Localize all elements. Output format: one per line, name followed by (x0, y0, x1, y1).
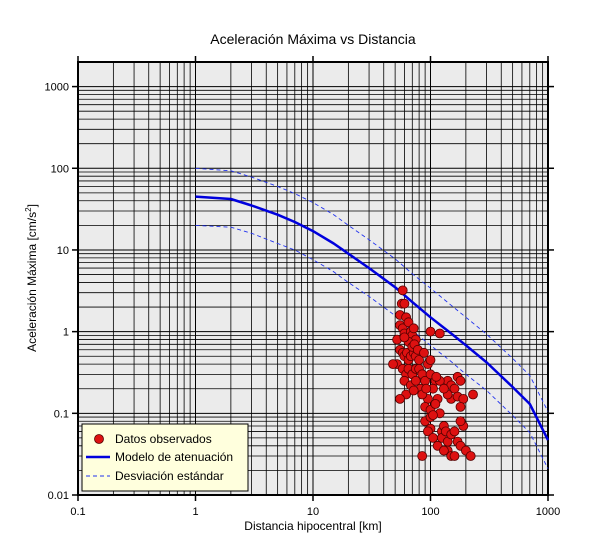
data-point (428, 410, 438, 421)
grid (78, 62, 548, 495)
y-tick-label: 10 (57, 245, 69, 257)
x-tick-label: 100 (421, 506, 439, 518)
data-point (468, 389, 478, 400)
attenuation-model-line (195, 195, 550, 441)
data-point (449, 451, 460, 461)
data-point (438, 383, 449, 394)
y-tick-label: 0.1 (54, 408, 69, 420)
chart-title: Aceleración Máxima vs Distancia (210, 31, 416, 47)
data-point (449, 426, 460, 437)
data-point (399, 298, 410, 309)
y-tick-label: 1000 (45, 82, 69, 94)
deviation-lower-line (195, 224, 549, 469)
y-axis-label-superscript: 2 (24, 207, 33, 212)
x-tick-label: 1 (192, 506, 198, 518)
legend-label-deviation: Desviación estándar (115, 469, 224, 483)
legend: Datos observados Modelo de atenuación De… (81, 423, 249, 492)
data-point (425, 355, 436, 365)
data-point (455, 375, 466, 386)
data-point (438, 445, 449, 456)
data-point (465, 451, 476, 461)
y-axis-label: Aceleración Máxima [cm/s2] (24, 204, 39, 352)
data-point (397, 285, 408, 296)
legend-label-model: Modelo de atenuación (115, 450, 233, 464)
data-point (428, 432, 438, 443)
data-point (388, 359, 398, 370)
data-point (431, 371, 442, 382)
series-layer (195, 167, 550, 469)
data-point (419, 347, 429, 358)
deviation-upper-line (195, 167, 549, 412)
data-point (399, 332, 410, 343)
data-point (455, 416, 466, 427)
x-tick-label: 1000 (536, 506, 560, 518)
data-point (434, 328, 445, 339)
y-axis-label-main: Aceleración Máxima [cm/s (25, 212, 39, 352)
data-point (425, 326, 436, 337)
data-point (422, 426, 433, 437)
y-tick-label: 100 (51, 163, 69, 175)
data-point (455, 401, 466, 412)
x-axis-label: Distancia hipocentral [km] (244, 519, 381, 533)
data-point (395, 393, 405, 404)
data-point (410, 375, 421, 386)
legend-label-observed: Datos observados (115, 432, 212, 446)
y-axis-label-close: ] (25, 204, 39, 207)
legend-marker-observed (94, 434, 104, 444)
x-tick-label: 0.1 (70, 506, 85, 518)
data-point (430, 399, 441, 409)
x-tick-label: 10 (307, 506, 319, 518)
data-point (408, 323, 419, 334)
data-point (408, 385, 419, 396)
y-tick-label: 0.01 (48, 490, 69, 502)
data-point (421, 383, 432, 394)
y-tick-label: 1 (63, 327, 69, 339)
data-point (417, 451, 428, 461)
